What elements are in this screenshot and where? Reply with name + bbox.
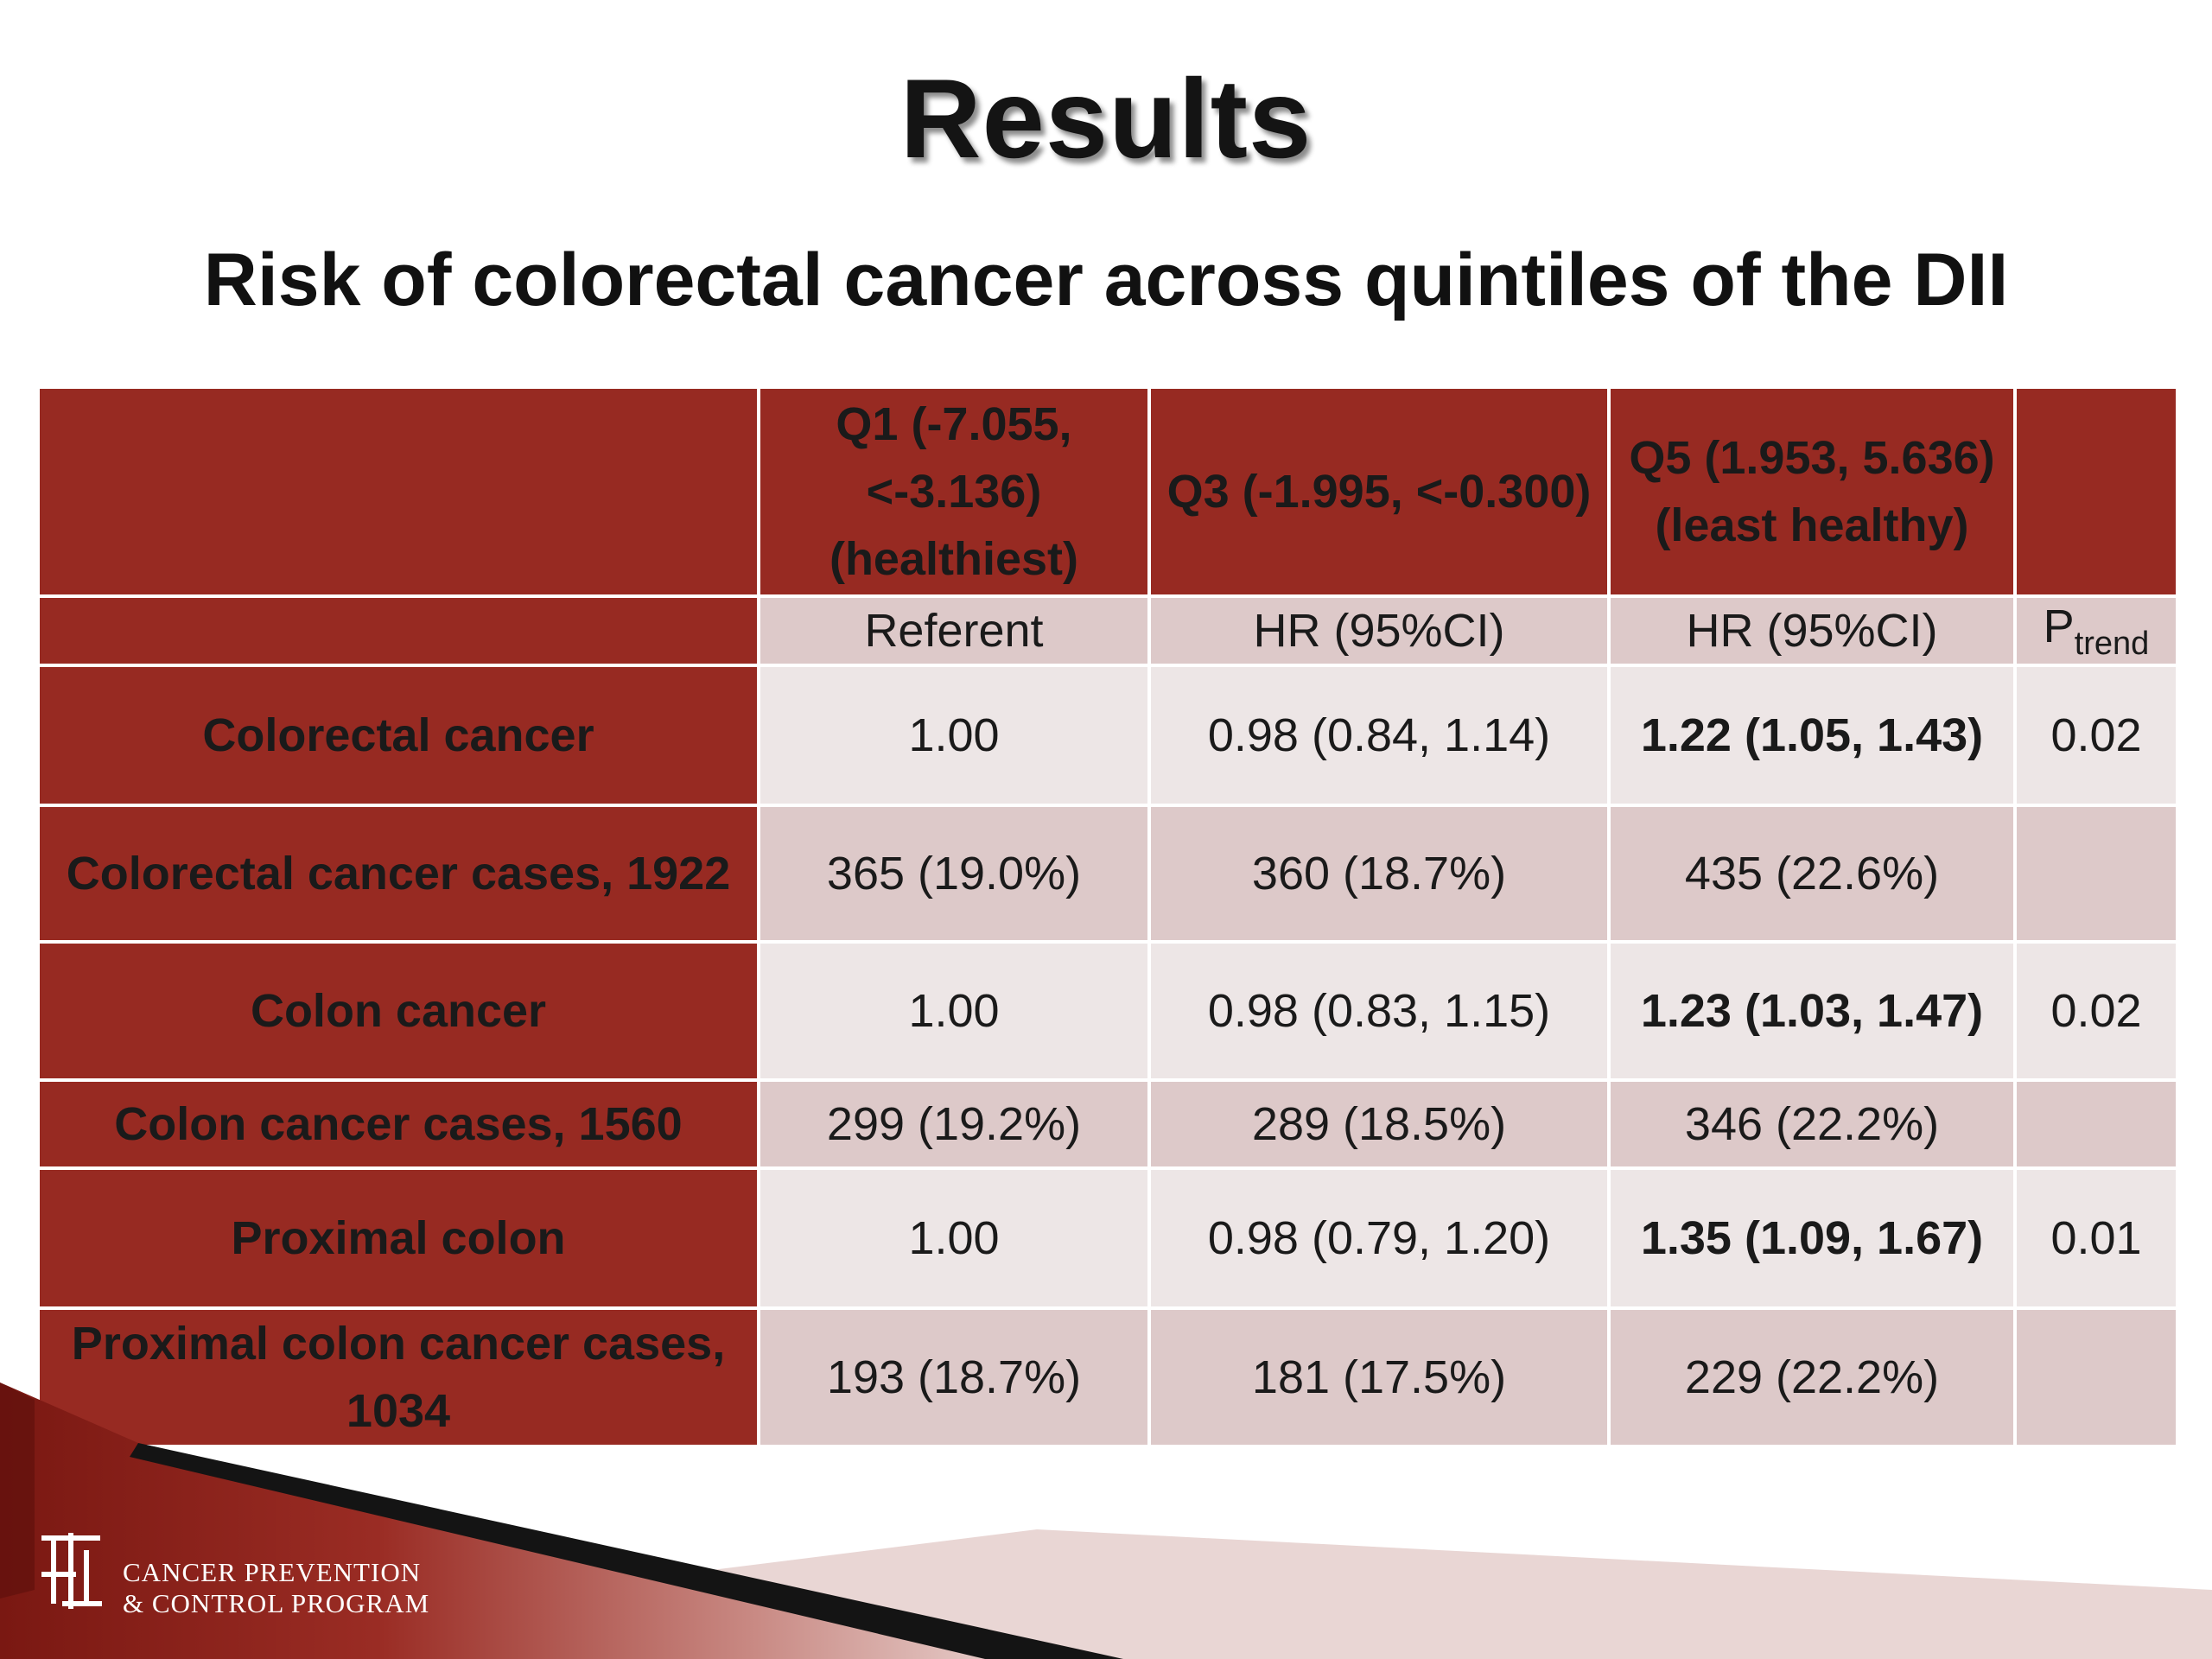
cell-q5: 229 (22.2%): [1607, 1306, 2017, 1448]
cell-q5: 1.23 (1.03, 1.47): [1607, 940, 2017, 1082]
cell-ptrend: [2013, 1306, 2179, 1448]
cell-q3: 181 (17.5%): [1147, 1306, 1611, 1448]
results-table: Q1 (-7.055, <-3.136) (healthiest) Q3 (-1…: [36, 385, 2179, 1448]
table-header-row: Q1 (-7.055, <-3.136) (healthiest) Q3 (-1…: [36, 385, 2179, 598]
cell-q3: 0.98 (0.79, 1.20): [1147, 1166, 1611, 1310]
cell-q5: 1.35 (1.09, 1.67): [1607, 1166, 2017, 1310]
header-q3: Q3 (-1.995, <-0.300): [1147, 385, 1611, 598]
cell-ptrend: 0.02: [2013, 664, 2179, 807]
cell-q5: 435 (22.6%): [1607, 804, 2017, 944]
ptrend-main: P: [2043, 600, 2075, 652]
table-row: Colorectal cancer cases, 1922 365 (19.0%…: [36, 804, 2179, 944]
table-subheader-row: Referent HR (95%CI) HR (95%CI) Ptrend: [36, 594, 2179, 667]
table-row: Colorectal cancer 1.00 0.98 (0.84, 1.14)…: [36, 664, 2179, 807]
row-label: Colon cancer: [36, 940, 760, 1082]
cell-q3: 289 (18.5%): [1147, 1078, 1611, 1170]
cell-q1: 1.00: [757, 1166, 1151, 1310]
subheader-ptrend: Ptrend: [2013, 594, 2179, 667]
subheader-q1: Referent: [757, 594, 1151, 667]
row-label: Colorectal cancer cases, 1922: [36, 804, 760, 944]
cell-ptrend: [2013, 1078, 2179, 1170]
cell-q1: 1.00: [757, 664, 1151, 807]
header-empty-cell: [36, 385, 760, 598]
program-name-line2: & CONTROL PROGRAM: [123, 1588, 430, 1618]
program-name: CANCER PREVENTION & CONTROL PROGRAM: [123, 1557, 429, 1619]
cell-q3: 0.98 (0.83, 1.15): [1147, 940, 1611, 1082]
cell-q1: 1.00: [757, 940, 1151, 1082]
row-label: Proximal colon: [36, 1166, 760, 1310]
cell-q5: 346 (22.2%): [1607, 1078, 2017, 1170]
cell-q1: 193 (18.7%): [757, 1306, 1151, 1448]
cell-ptrend: 0.01: [2013, 1166, 2179, 1310]
cell-q1: 299 (19.2%): [757, 1078, 1151, 1170]
table-row: Colon cancer cases, 1560 299 (19.2%) 289…: [36, 1078, 2179, 1170]
header-q5: Q5 (1.953, 5.636) (least healthy): [1607, 385, 2017, 598]
cell-ptrend: [2013, 804, 2179, 944]
subheader-q5: HR (95%CI): [1607, 594, 2017, 667]
row-label: Colon cancer cases, 1560: [36, 1078, 760, 1170]
footer-swoosh: [0, 1382, 2212, 1659]
program-monogram-icon: [41, 1533, 102, 1609]
slide-title: Results: [899, 55, 1313, 181]
row-label: Proximal colon cancer cases, 1034: [36, 1306, 760, 1448]
cell-q1: 365 (19.0%): [757, 804, 1151, 944]
slide-subtitle: Risk of colorectal cancer across quintil…: [203, 238, 2009, 321]
header-q1: Q1 (-7.055, <-3.136) (healthiest): [757, 385, 1151, 598]
row-label: Colorectal cancer: [36, 664, 760, 807]
header-ptrend-cell: [2013, 385, 2179, 598]
cell-ptrend: 0.02: [2013, 940, 2179, 1082]
program-name-line1: CANCER PREVENTION: [123, 1557, 422, 1587]
ptrend-subscript: trend: [2074, 625, 2150, 662]
subheader-empty-cell: [36, 594, 760, 667]
subheader-q3: HR (95%CI): [1147, 594, 1611, 667]
cell-q3: 360 (18.7%): [1147, 804, 1611, 944]
table-row: Colon cancer 1.00 0.98 (0.83, 1.15) 1.23…: [36, 940, 2179, 1082]
cell-q5: 1.22 (1.05, 1.43): [1607, 664, 2017, 807]
table-row: Proximal colon cancer cases, 1034 193 (1…: [36, 1306, 2179, 1448]
table-row: Proximal colon 1.00 0.98 (0.79, 1.20) 1.…: [36, 1166, 2179, 1310]
cell-q3: 0.98 (0.84, 1.14): [1147, 664, 1611, 807]
